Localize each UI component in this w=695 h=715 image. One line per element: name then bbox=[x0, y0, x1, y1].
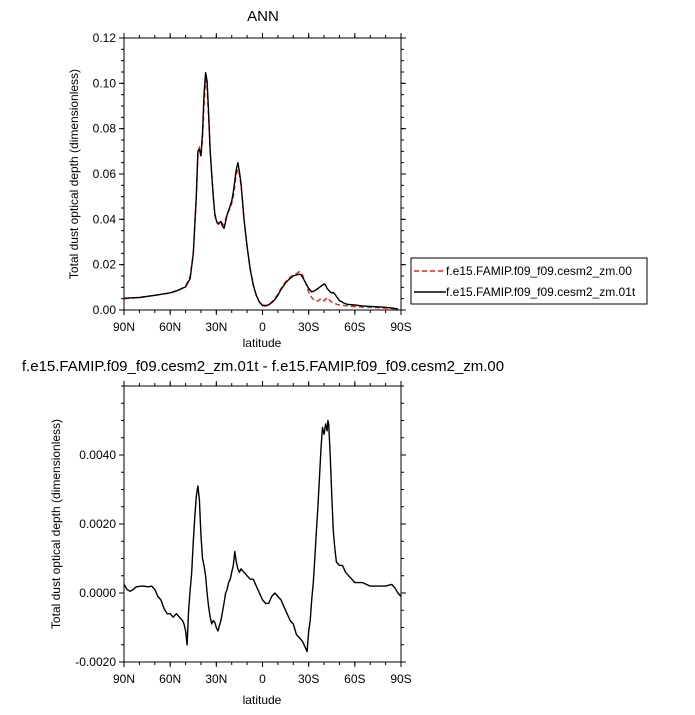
x-axis: 90N 60N 30N 0 30S 60S 90S bbox=[113, 381, 412, 686]
x-axis: 90N 60N 30N 0 30S 60S 90S bbox=[113, 33, 412, 334]
x-axis-label: latitude bbox=[243, 336, 282, 350]
plot-frame bbox=[123, 385, 402, 663]
legend-label-1: f.e15.FAMIP.f09_f09.cesm2_zm.00 bbox=[446, 264, 632, 278]
y-tick-label: 0.0040 bbox=[79, 448, 116, 462]
y-tick-label: 0.06 bbox=[93, 167, 117, 181]
series-line-2 bbox=[123, 72, 399, 310]
series-lines bbox=[123, 72, 399, 310]
y-tick-label: 0.0020 bbox=[79, 517, 116, 531]
y-tick-label: 0.08 bbox=[93, 122, 117, 136]
plot-frame bbox=[123, 37, 402, 311]
x-tick-label: 60N bbox=[159, 320, 181, 334]
y-tick-label: -0.0020 bbox=[75, 655, 116, 669]
y-tick-label: 0.10 bbox=[93, 76, 117, 90]
y-axis: 0.00 0.02 0.04 0.06 0.08 0.10 0.12 bbox=[93, 31, 406, 317]
legend-label-2: f.e15.FAMIP.f09_f09.cesm2_zm.01t bbox=[446, 285, 636, 299]
y-axis-label: Total dust optical depth (dimensionless) bbox=[49, 419, 63, 629]
x-tick-label: 60S bbox=[344, 320, 365, 334]
series-lines bbox=[123, 419, 402, 653]
x-tick-label: 90N bbox=[113, 320, 135, 334]
x-axis-label: latitude bbox=[243, 693, 282, 707]
legend-box bbox=[410, 257, 648, 305]
top-chart: ANN 0.00 0.02 0.04 0.06 0.08 0.10 0.12 90N 60N 3… bbox=[67, 8, 648, 350]
x-tick-label: 90S bbox=[390, 320, 411, 334]
y-tick-label: 0.04 bbox=[93, 212, 117, 226]
x-tick-label: 0 bbox=[259, 672, 266, 686]
x-tick-label: 30S bbox=[298, 672, 319, 686]
y-axis: -0.0020 0.0000 0.0020 0.0040 bbox=[75, 385, 406, 669]
x-tick-label: 0 bbox=[259, 320, 266, 334]
series-line-1 bbox=[123, 79, 398, 310]
x-tick-label: 30N bbox=[205, 320, 227, 334]
x-tick-label: 30N bbox=[205, 672, 227, 686]
chart-title: f.e15.FAMIP.f09_f09.cesm2_zm.01t - f.e15… bbox=[22, 358, 504, 375]
y-tick-label: 0.12 bbox=[93, 31, 117, 45]
x-tick-label: 90S bbox=[390, 672, 411, 686]
x-tick-label: 60N bbox=[159, 672, 181, 686]
series-line-1 bbox=[123, 419, 402, 653]
bottom-chart: f.e15.FAMIP.f09_f09.cesm2_zm.01t - f.e15… bbox=[22, 358, 504, 707]
x-tick-label: 30S bbox=[298, 320, 319, 334]
legend: f.e15.FAMIP.f09_f09.cesm2_zm.00 f.e15.FA… bbox=[410, 257, 648, 305]
x-tick-label: 90N bbox=[113, 672, 135, 686]
y-tick-label: 0.00 bbox=[93, 303, 117, 317]
chart-title: ANN bbox=[247, 8, 279, 25]
y-tick-label: 0.02 bbox=[93, 258, 117, 272]
y-tick-label: 0.0000 bbox=[79, 586, 116, 600]
y-axis-label: Total dust optical depth (dimensionless) bbox=[67, 69, 81, 279]
x-tick-label: 60S bbox=[344, 672, 365, 686]
